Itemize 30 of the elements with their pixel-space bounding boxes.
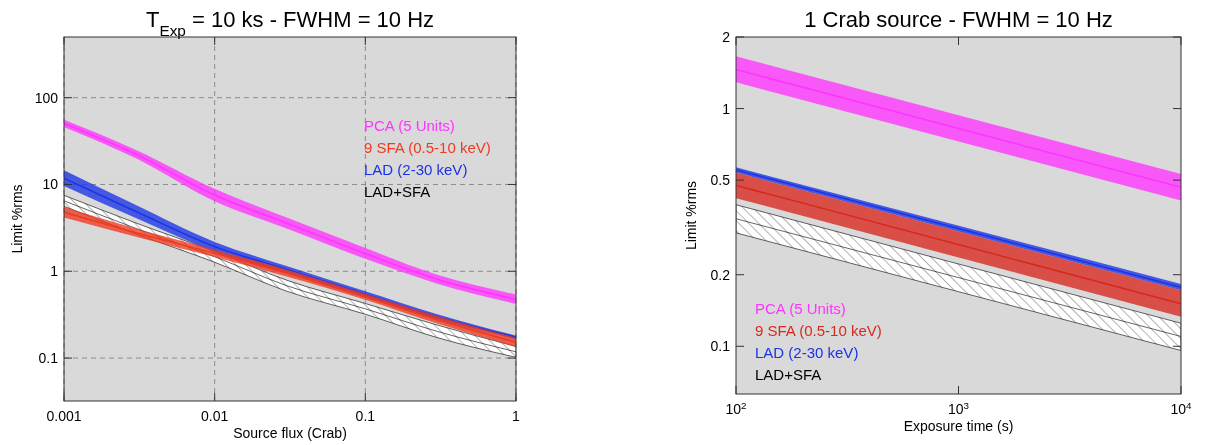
- x-tick-label: 0.001: [46, 408, 82, 424]
- y-tick-label: 10: [42, 176, 59, 193]
- text: 9 SFA (0.5-10 keV): [755, 322, 882, 339]
- y-tick-label: 1: [50, 263, 59, 280]
- x-axis-title: Exposure time (s): [903, 418, 1014, 434]
- x-tick-label: 10$^{3}$: [947, 399, 970, 417]
- text: LAD+SFA: [364, 183, 431, 200]
- chart-title: 1 Crab source - FWHM = 10 Hz: [804, 7, 1113, 32]
- text: LAD (2-30 keV): [755, 344, 859, 361]
- chart-title: T$_{Exp}$ = 10 ks - FWHM = 10 Hz: [145, 7, 435, 39]
- text: PCA (5 Units): [755, 300, 846, 317]
- x-tick-label: 10$^{4}$: [1170, 399, 1193, 417]
- text: 9 SFA (0.5-10 keV): [364, 139, 491, 156]
- y-axis-title: Limit %rms: [683, 180, 699, 251]
- y-axis-title: Limit %rms: [9, 184, 25, 254]
- text: LAD (2-30 keV): [364, 161, 468, 178]
- x-axis-title: Source flux (Crab): [233, 425, 347, 441]
- y-tick-label: 2: [722, 29, 731, 45]
- y-tick-label: 0.2: [710, 266, 731, 283]
- y-tick-label: 100: [34, 89, 59, 106]
- x-tick-label: 10$^{2}$: [725, 399, 747, 417]
- x-tick-label: 0.01: [201, 408, 229, 424]
- y-tick-label: 0.1: [38, 350, 59, 367]
- y-tick-label: 0.1: [710, 338, 731, 355]
- x-tick-label: 0.1: [355, 408, 376, 424]
- y-tick-label: 1: [722, 100, 731, 117]
- text: LAD+SFA: [755, 366, 822, 383]
- y-tick-label: 0.5: [710, 172, 731, 189]
- x-tick-label: 1: [512, 408, 521, 424]
- text: PCA (5 Units): [364, 117, 455, 134]
